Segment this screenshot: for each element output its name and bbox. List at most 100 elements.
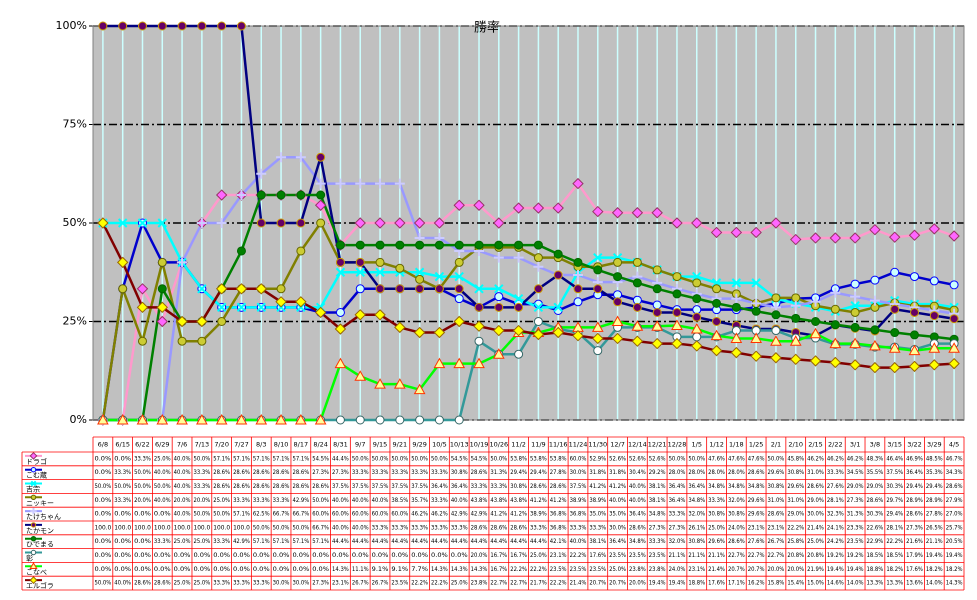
marker xyxy=(256,218,266,228)
table-cell: 29.7% xyxy=(886,497,903,504)
marker xyxy=(474,302,484,312)
marker xyxy=(296,190,306,200)
marker xyxy=(750,226,762,239)
marker xyxy=(177,257,188,268)
table-cell: 23.5% xyxy=(847,538,864,545)
table-cell: 20.0% xyxy=(193,497,210,504)
x-tick-label: 1/5 xyxy=(692,441,702,449)
table-cell: 20.0% xyxy=(134,497,151,504)
marker xyxy=(196,315,208,328)
table-cell: 21.1% xyxy=(708,552,725,559)
marker xyxy=(215,413,228,425)
table-cell: 36.4% xyxy=(669,497,686,504)
x-tick-label: 8/31 xyxy=(333,441,348,449)
table-cell: 25.0% xyxy=(451,580,468,587)
marker xyxy=(176,413,188,425)
marker xyxy=(789,335,802,346)
table-cell: 28.9% xyxy=(906,497,923,504)
table-cell: 22.2% xyxy=(431,580,448,587)
table-cell: 28.6% xyxy=(134,580,151,587)
marker xyxy=(532,328,545,341)
table-cell: 28.0% xyxy=(708,469,725,476)
table-cell: 31.3% xyxy=(847,511,864,518)
table-cell: 27.3% xyxy=(906,524,923,531)
marker xyxy=(632,257,642,267)
marker xyxy=(552,326,564,339)
x-tick-label: 6/22 xyxy=(135,441,150,449)
marker xyxy=(512,202,525,214)
marker xyxy=(454,271,464,282)
marker xyxy=(157,218,167,228)
table-cell: 28.6% xyxy=(292,483,309,490)
marker xyxy=(513,293,524,304)
table-cell: 57.1% xyxy=(213,455,230,462)
x-tick-label: 1/12 xyxy=(709,441,724,449)
table-cell: 17.1% xyxy=(728,580,745,587)
marker xyxy=(215,189,228,201)
marker xyxy=(631,207,644,219)
legend-label: エルゴラ xyxy=(26,581,54,590)
table-cell: 38.1% xyxy=(589,538,606,545)
table-cell: 33.3% xyxy=(471,483,488,490)
marker xyxy=(929,276,939,286)
marker xyxy=(414,267,425,277)
table-cell: 28.6% xyxy=(471,524,488,531)
table-cell: 28.0% xyxy=(728,469,745,476)
table-cell: 22.7% xyxy=(748,552,765,559)
table-cell: 20.8% xyxy=(787,552,804,559)
table-cell: 0.0% xyxy=(95,469,112,476)
marker xyxy=(236,21,246,31)
table-cell: 32.0% xyxy=(728,497,745,504)
marker xyxy=(493,217,505,229)
legend-label: ドラゴ xyxy=(26,457,47,466)
table-cell: 28.6% xyxy=(292,469,309,476)
marker xyxy=(156,301,168,314)
marker xyxy=(850,291,861,302)
marker xyxy=(116,256,129,269)
marker xyxy=(908,229,921,241)
marker xyxy=(394,178,405,189)
table-cell: 28.0% xyxy=(688,469,705,476)
table-cell: 53.8% xyxy=(510,455,527,462)
x-tick-label: 2/1 xyxy=(771,441,781,449)
table-cell: 34.8% xyxy=(708,483,725,490)
marker xyxy=(413,326,426,339)
marker xyxy=(295,296,307,308)
table-cell: 25.7% xyxy=(946,524,963,531)
table-cell: 30.0% xyxy=(273,580,290,587)
marker xyxy=(888,342,901,353)
table-cell: 52.9% xyxy=(589,455,606,462)
table-cell: 30.0% xyxy=(292,580,309,587)
marker xyxy=(572,177,584,190)
table-cell: 0.0% xyxy=(174,566,191,573)
marker xyxy=(256,302,266,313)
marker xyxy=(809,232,822,244)
marker xyxy=(592,332,604,345)
x-tick-label: 11/9 xyxy=(531,441,546,449)
table-cell: 0.0% xyxy=(451,552,468,559)
table-cell: 28.6% xyxy=(550,483,567,490)
marker xyxy=(296,246,306,256)
table-cell: 37.5% xyxy=(886,469,903,476)
marker xyxy=(652,284,662,294)
marker xyxy=(29,451,38,460)
table-cell: 0.0% xyxy=(154,566,171,573)
table-cell: 35.3% xyxy=(926,469,943,476)
marker xyxy=(157,284,167,294)
table-cell: 17.6% xyxy=(708,580,725,587)
table-cell: 50.0% xyxy=(669,455,686,462)
marker xyxy=(374,217,386,229)
table-cell: 34.3% xyxy=(946,469,963,476)
marker xyxy=(314,413,327,425)
table-cell: 100.0 xyxy=(134,524,151,531)
table-cell: 40.0% xyxy=(174,455,191,462)
table-cell: 34.8% xyxy=(748,483,765,490)
table-cell: 0.0% xyxy=(114,566,131,573)
marker xyxy=(136,413,149,425)
table-cell: 0.0% xyxy=(292,566,309,573)
marker xyxy=(849,359,861,371)
marker xyxy=(395,415,405,425)
table-cell: 19.4% xyxy=(669,580,686,587)
table-cell: 50.0% xyxy=(154,483,171,490)
marker xyxy=(514,349,524,359)
